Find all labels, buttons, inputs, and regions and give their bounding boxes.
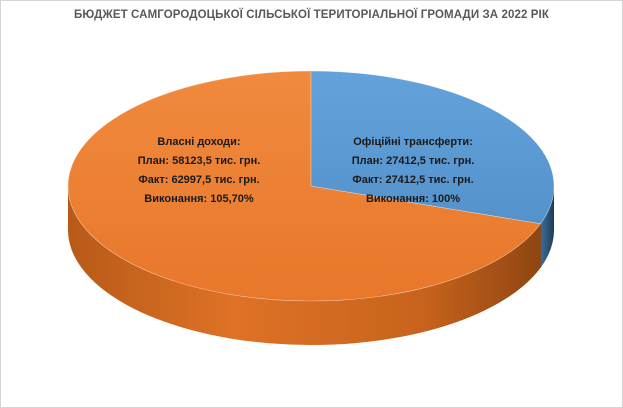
slice-transfers-top xyxy=(310,70,555,225)
data-label-transfers: Офіційні трансферти: План: 27412,5 тис. г… xyxy=(352,136,475,205)
data-label-line: Факт: 27412,5 тис. грн. xyxy=(352,174,473,186)
slice-own-revenue-side-0 xyxy=(68,186,541,346)
data-label-line: Виконання: 100% xyxy=(366,193,460,205)
data-label-own-revenue: Власні доходи: План: 58123,5 тис. грн. Фак… xyxy=(138,136,261,205)
pie-labels: Власні доходи: План: 58123,5 тис. грн. Фак… xyxy=(138,136,475,205)
chart-title: БЮДЖЕТ САМГОРОДОЦЬКОЇ СІЛЬСЬКОЇ ТЕРИТОРІ… xyxy=(74,9,549,21)
data-label-line: Офіційні трансферти: xyxy=(353,136,473,148)
data-label-line: Факт: 62997,5 тис. грн. xyxy=(138,174,259,186)
data-label-line: План: 58123,5 тис. грн. xyxy=(138,155,261,167)
slice-transfers-side-0 xyxy=(540,186,554,268)
pie-sides xyxy=(68,186,554,346)
data-label-line: План: 27412,5 тис. грн. xyxy=(352,155,475,167)
data-label-line: Власні доходи: xyxy=(157,136,240,148)
data-label-line: Виконання: 105,70% xyxy=(144,193,254,205)
slice-own-revenue-top xyxy=(67,70,542,302)
pie-tops xyxy=(67,70,555,302)
